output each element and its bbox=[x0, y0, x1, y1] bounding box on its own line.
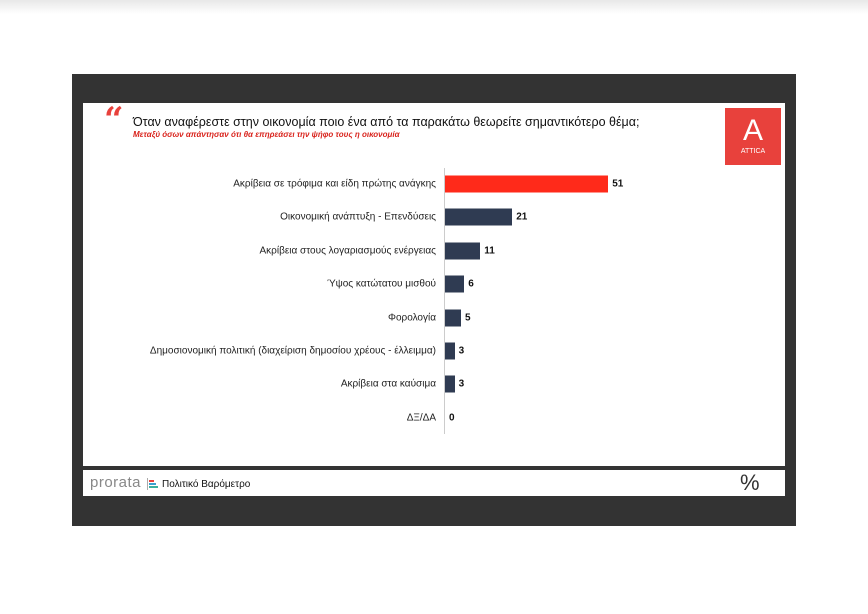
footer bbox=[83, 470, 785, 496]
barometer-icon bbox=[147, 478, 158, 490]
chart-subtitle: Μεταξύ όσων απάντησαν ότι θα επηρεάσει τ… bbox=[133, 130, 400, 139]
value-label: 3 bbox=[458, 378, 465, 390]
bar bbox=[445, 309, 461, 327]
quote-icon: “ bbox=[104, 100, 124, 140]
bar bbox=[445, 208, 513, 226]
y-axis-line bbox=[444, 168, 445, 434]
category-label: ΔΞ/ΔΑ bbox=[406, 412, 436, 424]
value-label: 3 bbox=[458, 345, 465, 357]
category-label: Ακρίβεια σε τρόφιμα και είδη πρώτης ανάγ… bbox=[233, 178, 436, 190]
top-bar bbox=[0, 0, 868, 14]
product-name: Πολιτικό Βαρόμετρο bbox=[162, 479, 251, 490]
chart-title: Όταν αναφέρεστε στην οικονομία ποιο ένα … bbox=[133, 115, 640, 129]
category-label: Ακρίβεια στα καύσιμα bbox=[340, 378, 436, 390]
value-label: 5 bbox=[465, 312, 471, 324]
value-label: 11 bbox=[484, 245, 495, 257]
bar bbox=[445, 342, 455, 360]
category-label: Ακρίβεια στους λογαριασμούς ενέργειας bbox=[259, 245, 436, 257]
category-label: Οικονομική ανάπτυξη - Επενδύσεις bbox=[280, 211, 436, 223]
value-label: 0 bbox=[449, 412, 455, 424]
prorata-logo: prorata bbox=[90, 474, 142, 491]
bar bbox=[445, 175, 609, 193]
logo-letter: A bbox=[742, 114, 763, 147]
value-label: 51 bbox=[612, 178, 624, 190]
category-label: Δημοσιονομική πολιτική (διαχείριση δημοσ… bbox=[149, 345, 436, 357]
attica-logo: A ATTICA bbox=[725, 108, 781, 165]
logo-name: ATTICA bbox=[740, 148, 766, 155]
category-label: Ύψος κατώτατου μισθού bbox=[327, 278, 436, 290]
percent-icon: % bbox=[740, 470, 760, 495]
category-label: Φορολογία bbox=[387, 312, 436, 324]
value-label: 21 bbox=[516, 211, 528, 223]
value-label: 6 bbox=[468, 278, 474, 290]
bar bbox=[445, 242, 481, 260]
bar bbox=[445, 375, 455, 393]
bar bbox=[445, 275, 465, 293]
chart-panel bbox=[83, 103, 785, 466]
